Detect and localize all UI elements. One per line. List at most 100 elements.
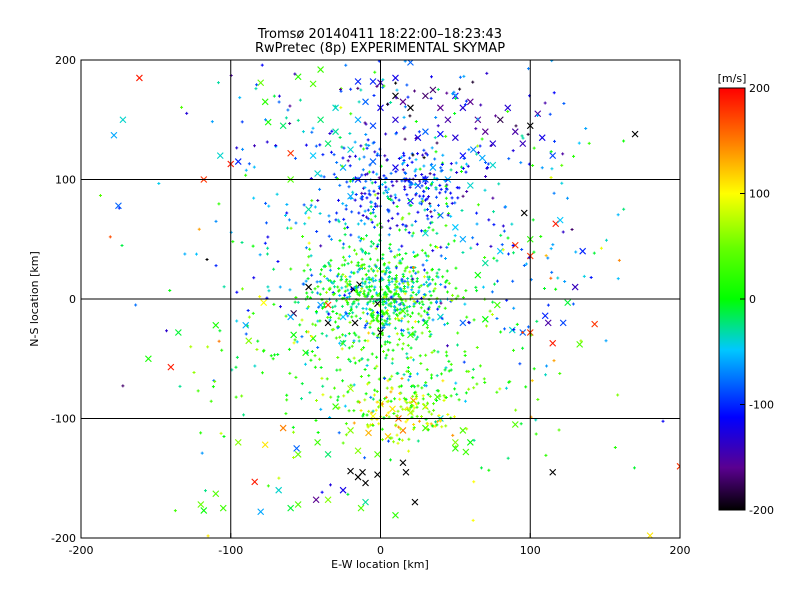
data-point [318, 292, 322, 296]
data-point [471, 518, 475, 522]
data-point [307, 305, 311, 309]
data-point [418, 167, 422, 171]
data-point [397, 156, 401, 160]
data-point [206, 534, 210, 538]
data-point [366, 382, 370, 386]
x-tick-label: -100 [218, 544, 243, 557]
y-tick-label: 0 [69, 293, 76, 306]
data-point [363, 222, 367, 226]
data-point [377, 319, 381, 323]
data-point [436, 307, 440, 311]
data-point [331, 293, 335, 297]
data-point [346, 314, 350, 318]
data-point [340, 263, 344, 267]
data-point [400, 217, 404, 221]
data-point [363, 282, 367, 286]
data-point [343, 404, 347, 408]
data-point [385, 413, 389, 417]
data-point [403, 314, 407, 318]
data-point [536, 398, 540, 402]
data-point [402, 115, 406, 119]
data-point [426, 217, 430, 221]
data-point [269, 354, 273, 358]
data-point [499, 330, 503, 334]
data-point [285, 398, 289, 402]
data-point [485, 71, 489, 75]
data-point [342, 242, 346, 246]
data-point [367, 170, 371, 174]
data-point [210, 120, 214, 124]
data-point [382, 269, 386, 273]
data-point [349, 233, 353, 237]
data-point [416, 401, 420, 405]
data-point [369, 240, 373, 244]
data-point [352, 331, 356, 335]
data-point [332, 104, 339, 112]
data-point [414, 337, 418, 341]
data-point [465, 315, 469, 319]
data-point [185, 111, 189, 115]
data-point [466, 98, 474, 106]
data-point [408, 372, 412, 376]
data-point [308, 391, 312, 395]
data-point [323, 264, 327, 268]
data-point [415, 414, 419, 418]
data-point [425, 207, 429, 211]
data-point [381, 438, 385, 442]
data-point [423, 208, 427, 212]
data-point [199, 431, 203, 435]
data-point [488, 309, 492, 313]
data-point [400, 162, 404, 166]
data-point [374, 291, 378, 295]
data-point [400, 384, 404, 388]
data-point [476, 117, 480, 121]
data-point [404, 420, 408, 424]
data-point [511, 348, 515, 352]
data-point [536, 113, 540, 117]
data-point [371, 170, 375, 174]
data-point [369, 244, 373, 248]
data-point [414, 193, 418, 197]
data-point [352, 383, 356, 387]
data-point [424, 353, 428, 357]
data-point [405, 83, 409, 87]
data-point [511, 421, 519, 428]
data-point [440, 163, 444, 167]
data-point [363, 456, 367, 460]
data-point [391, 357, 395, 361]
data-point [347, 332, 351, 336]
data-point [437, 313, 444, 321]
data-point [384, 306, 388, 310]
data-point [475, 382, 479, 386]
data-point [352, 409, 356, 413]
data-point [459, 170, 463, 174]
data-point [422, 190, 426, 194]
data-point [244, 173, 248, 177]
data-point [384, 395, 388, 399]
data-point [437, 268, 441, 272]
data-point [344, 310, 348, 314]
data-point [495, 317, 499, 321]
data-point [373, 214, 377, 218]
colorbar-tick-label: 0 [749, 293, 756, 306]
data-point [328, 268, 332, 272]
data-point [357, 235, 361, 239]
data-point [247, 162, 251, 166]
data-point [421, 153, 425, 157]
data-point [418, 354, 422, 358]
data-point [393, 288, 397, 292]
data-point [453, 111, 457, 115]
data-point [392, 440, 396, 444]
data-point [412, 426, 416, 430]
data-point [180, 105, 184, 109]
data-point [240, 120, 244, 124]
data-point [456, 331, 460, 335]
data-point [363, 173, 367, 177]
data-point [361, 250, 365, 254]
y-axis-label: N-S location [km] [28, 251, 41, 347]
data-point [337, 316, 341, 320]
data-point [264, 201, 268, 205]
colorbar [718, 87, 746, 511]
data-point [399, 98, 407, 106]
data-point [472, 438, 476, 442]
